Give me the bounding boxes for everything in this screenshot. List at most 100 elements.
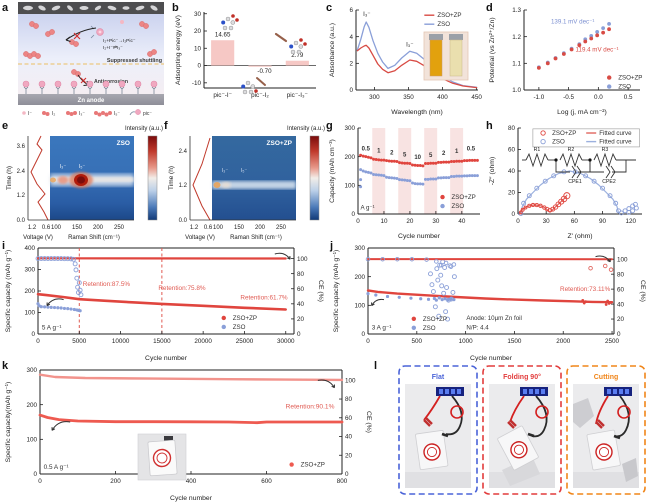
species-legend: I⁻ I₂ I₃⁻ I₅⁻ pic⁻ bbox=[22, 109, 152, 117]
svg-text:Adsorpting energy (eV): Adsorpting energy (eV) bbox=[175, 15, 182, 85]
svg-text:1.2: 1.2 bbox=[179, 183, 188, 189]
svg-text:300: 300 bbox=[354, 245, 365, 252]
svg-text:300: 300 bbox=[24, 267, 35, 274]
panel-g-rate-performance: g 0 10 20 30 40 0 100 200 300 Cycle number Capacit… bbox=[326, 120, 486, 242]
svg-text:Cycle number: Cycle number bbox=[398, 233, 441, 240]
panel-f-label: f bbox=[164, 120, 168, 132]
svg-text:Capacity (mAh cm⁻³): Capacity (mAh cm⁻³) bbox=[329, 139, 336, 203]
time-axis: 0.0 1.2 2.4 3.6 Time (h) bbox=[6, 144, 26, 224]
reaction-1: I₂+Pic⁻→I₂Pic⁻ bbox=[103, 38, 136, 44]
svg-text:60: 60 bbox=[617, 286, 625, 293]
svg-text:I₃⁻: I₃⁻ bbox=[79, 111, 85, 117]
time-axis: 0.0 1.2 2.4 Time (h) bbox=[168, 149, 188, 224]
zn-anode-label: Zn anode bbox=[78, 98, 105, 104]
svg-text:0.5: 0.5 bbox=[624, 94, 633, 101]
svg-text:0.5 A g⁻¹: 0.5 A g⁻¹ bbox=[44, 464, 69, 471]
svg-text:2.4: 2.4 bbox=[179, 149, 188, 155]
svg-text:Specific capacity (mAh g⁻¹): Specific capacity (mAh g⁻¹) bbox=[333, 250, 340, 333]
svg-text:200: 200 bbox=[344, 154, 355, 161]
svg-text:90: 90 bbox=[599, 218, 607, 225]
svg-text:20: 20 bbox=[617, 316, 625, 323]
svg-text:ZSO: ZSO bbox=[233, 324, 246, 331]
svg-text:Retention:61.7%: Retention:61.7% bbox=[240, 295, 288, 302]
svg-text:200: 200 bbox=[93, 225, 104, 231]
panel-l-flexibility-demo: l Flat Folding 90° bbox=[374, 360, 648, 502]
svg-text:40: 40 bbox=[508, 168, 516, 175]
cycling-chart-3A: 0 500 1000 1500 2000 250001002003000204060801… bbox=[333, 245, 646, 362]
svg-text:2.4: 2.4 bbox=[17, 169, 26, 175]
intensity-label: Intensity (a.u.) bbox=[125, 126, 163, 132]
nyquist-plot: 0 30 60 90 120 0 20 40 60 80 Z' (ohm) -Z″ (ohm) ZSO+… bbox=[489, 125, 642, 240]
svg-text:0: 0 bbox=[356, 218, 360, 225]
svg-text:40: 40 bbox=[458, 218, 466, 225]
photo-box-flat: Flat bbox=[398, 365, 478, 495]
svg-text:I₅⁻: I₅⁻ bbox=[114, 111, 120, 117]
svg-text:ZSO+ZP: ZSO+ZP bbox=[437, 12, 461, 19]
svg-text:150: 150 bbox=[234, 225, 245, 231]
colorbar bbox=[309, 135, 320, 221]
svg-text:200: 200 bbox=[26, 402, 37, 409]
panel-h-eis: h 0 30 60 90 120 0 20 40 60 80 Z' (ohm) -Z″ (ohm) ZS… bbox=[486, 120, 648, 242]
svg-text:1.2: 1.2 bbox=[512, 34, 521, 41]
svg-text:6: 6 bbox=[349, 7, 353, 14]
tafel-plot: -1.0 -0.5 0.0 0.5 1.0 1.1 1.2 1.3 Log (j, mA cm⁻… bbox=[489, 7, 642, 116]
svg-text:30: 30 bbox=[194, 11, 202, 18]
svg-text:15000: 15000 bbox=[153, 338, 171, 345]
flexibility-photos: Flat Folding 90° bbox=[398, 365, 646, 495]
svg-text:ZSO+ZP: ZSO+ZP bbox=[618, 75, 642, 82]
svg-text:4: 4 bbox=[349, 34, 353, 41]
led-display bbox=[436, 387, 464, 396]
svg-text:Retention:75.8%: Retention:75.8% bbox=[158, 285, 206, 292]
svg-text:ZSO+ZP: ZSO+ZP bbox=[452, 194, 476, 201]
panel-c-uvvis: c 300 350 400 450 0 2 4 6 Wavelength (nm) Absorba… bbox=[326, 2, 484, 120]
svg-text:Raman Shift (cm⁻¹): Raman Shift (cm⁻¹) bbox=[230, 235, 282, 241]
svg-text:100: 100 bbox=[24, 310, 35, 317]
iodine-species bbox=[23, 21, 157, 77]
peak-i5-label: I₅⁻ bbox=[241, 168, 248, 174]
svg-text:100: 100 bbox=[344, 183, 355, 190]
uvvis-spectra-chart: 300 350 400 450 0 2 4 6 Wavelength (nm) Absorbanc… bbox=[329, 7, 482, 116]
svg-text:40: 40 bbox=[617, 301, 625, 308]
svg-text:Time (h): Time (h) bbox=[168, 166, 175, 190]
svg-text:0: 0 bbox=[297, 331, 301, 338]
svg-text:60: 60 bbox=[571, 218, 579, 225]
anticorrosion-label: Anticorrosion bbox=[94, 79, 128, 85]
svg-text:ZSO+ZP: ZSO+ZP bbox=[423, 316, 447, 323]
svg-text:30: 30 bbox=[432, 218, 440, 225]
panel-d-label: d bbox=[486, 2, 493, 14]
folded-flap bbox=[502, 456, 540, 486]
electrolyte-region bbox=[18, 2, 164, 105]
svg-text:5 A g⁻¹: 5 A g⁻¹ bbox=[42, 325, 62, 332]
svg-text:0: 0 bbox=[366, 338, 370, 345]
svg-text:400: 400 bbox=[24, 245, 35, 252]
svg-text:200: 200 bbox=[255, 225, 266, 231]
svg-text:CE (%): CE (%) bbox=[365, 411, 372, 433]
svg-text:Log (j, mA cm⁻²): Log (j, mA cm⁻²) bbox=[557, 109, 607, 116]
svg-text:10000: 10000 bbox=[112, 338, 130, 345]
svg-text:400: 400 bbox=[186, 478, 197, 485]
suppressed-shuttling-label: Suppressed shuttling bbox=[107, 58, 162, 64]
svg-text:0: 0 bbox=[36, 338, 40, 345]
panel-a-label: a bbox=[2, 2, 9, 14]
svg-text:119.4 mV dec⁻¹: 119.4 mV dec⁻¹ bbox=[576, 47, 619, 54]
svg-text:100: 100 bbox=[354, 303, 365, 310]
svg-text:600: 600 bbox=[261, 478, 272, 485]
svg-text:5: 5 bbox=[403, 153, 407, 159]
svg-text:Cycle number: Cycle number bbox=[470, 355, 513, 362]
svg-text:1: 1 bbox=[377, 149, 381, 155]
zn-anode-bar bbox=[18, 94, 164, 105]
panel-f-raman-zsozp: f Intensity (a.u.) ZSO+ZP I₃⁻ I₅⁻ 0.0 bbox=[164, 120, 326, 242]
svg-text:300: 300 bbox=[344, 125, 355, 132]
svg-text:80: 80 bbox=[508, 125, 516, 132]
svg-text:60: 60 bbox=[345, 415, 353, 422]
photo-box-folding: Folding 90° bbox=[482, 365, 562, 495]
svg-text:0: 0 bbox=[345, 471, 349, 478]
svg-text:10: 10 bbox=[194, 45, 202, 52]
svg-text:CE (%): CE (%) bbox=[317, 280, 324, 302]
svg-text:2: 2 bbox=[442, 151, 446, 157]
panel-i-label: i bbox=[2, 240, 6, 252]
contour-blobs bbox=[212, 181, 296, 189]
panel-j-cycling-3A: j 0 500 1000 1500 2000 2500 0 100 200 300 0 20 40 60 8… bbox=[330, 240, 648, 362]
panel-c-label: c bbox=[326, 2, 333, 14]
